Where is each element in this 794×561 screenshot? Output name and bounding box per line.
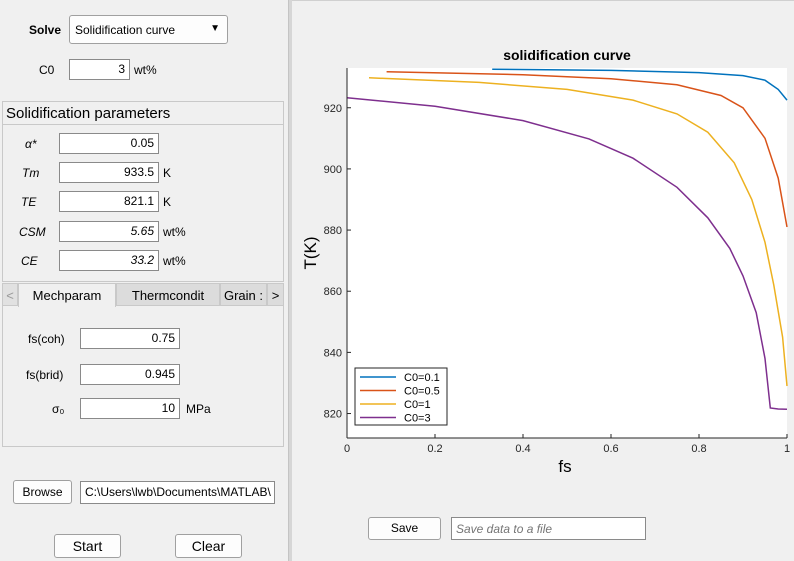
c0-unit: wt% [134,63,157,77]
x-tick-label-1: 0.2 [427,443,442,455]
y-tick-label-1: 840 [324,347,342,359]
tab-scroll-left-icon[interactable]: < [2,283,18,306]
y-tick-label-2: 860 [324,286,342,298]
x-tick-label-5: 1 [784,443,790,455]
x-tick-label-2: 0.4 [515,443,530,455]
legend-label-3: C0=3 [404,413,431,425]
te-unit: K [163,195,172,209]
tab-mechparam[interactable]: Mechparam [18,283,116,307]
series-line-2 [368,77,788,387]
ce-input[interactable]: 33.2 [59,250,159,271]
save-button[interactable]: Save [368,517,441,540]
te-input[interactable]: 821.1 [59,191,159,212]
sigma-label: σ₀ [52,402,65,416]
sigma-unit: MPa [186,402,211,416]
clear-button[interactable]: Clear [175,534,242,558]
tm-unit: K [163,166,172,180]
browse-button[interactable]: Browse [13,480,72,504]
solidification-chart: 0 0.2 0.4 0.6 0.8 1 820 840 860 880 900 920 solidif… [301,47,790,476]
legend-label-1: C0=0.5 [404,386,440,398]
solve-label: Solve [29,23,62,37]
y-tick-label-3: 880 [324,225,342,237]
x-tick-label-0: 0 [344,443,350,455]
te-label: TE [21,195,37,209]
csm-input[interactable]: 5.65 [59,221,159,242]
fscoh-label: fs(coh) [28,332,65,346]
tab-thermcondit[interactable]: Thermcondit [116,283,220,306]
y-tick-label-0: 820 [324,409,342,421]
x-axis-label: fs [558,457,571,476]
fsbrid-input[interactable]: 0.945 [80,364,180,385]
tab-grain[interactable]: Grain : [220,283,267,306]
c0-label: C0 [39,63,55,77]
tab-scroll-right-icon[interactable]: > [267,283,284,306]
save-filename-input[interactable] [451,517,646,540]
series-line-0 [492,68,788,101]
c0-input[interactable]: 3 [69,59,130,80]
alpha-label: α* [25,137,37,151]
alpha-input[interactable]: 0.05 [59,133,159,154]
tm-input[interactable]: 933.5 [59,162,159,183]
csm-unit: wt% [163,225,186,239]
chart-title: solidification curve [503,47,631,63]
chart-legend: C0=0.1 C0=0.5C0=1 C0=3 [354,367,448,426]
legend-label-2: C0=1 [404,399,431,411]
sigma-input[interactable]: 10 [80,398,180,419]
solve-dropdown[interactable]: Solidification curve ▼ [69,15,228,44]
x-tick-label-3: 0.6 [603,443,618,455]
y-tick-label-5: 920 [324,103,342,115]
x-tick-label-4: 0.8 [691,443,706,455]
ce-label: CE [21,254,38,268]
tm-label: Tm [22,166,40,180]
panel-divider[interactable] [288,0,292,561]
solidification-parameters-panel: Solidification parameters [2,101,284,282]
csm-label: CSM [19,225,46,239]
y-axis-label: T(K) [301,236,320,269]
fscoh-input[interactable]: 0.75 [80,328,180,349]
solve-selected: Solidification curve [75,23,176,37]
legend-label-0: C0=0.1 [404,372,440,384]
start-button[interactable]: Start [54,534,121,558]
series-line-3 [346,96,788,411]
ce-unit: wt% [163,254,186,268]
chevron-down-icon: ▼ [210,23,220,34]
panel-title: Solidification parameters [6,105,171,122]
y-tick-label-4: 900 [324,164,342,176]
path-field[interactable]: C:\Users\lwb\Documents\MATLAB\ [80,481,275,504]
series-line-1 [386,70,788,228]
fsbrid-label: fs(brid) [26,368,64,382]
